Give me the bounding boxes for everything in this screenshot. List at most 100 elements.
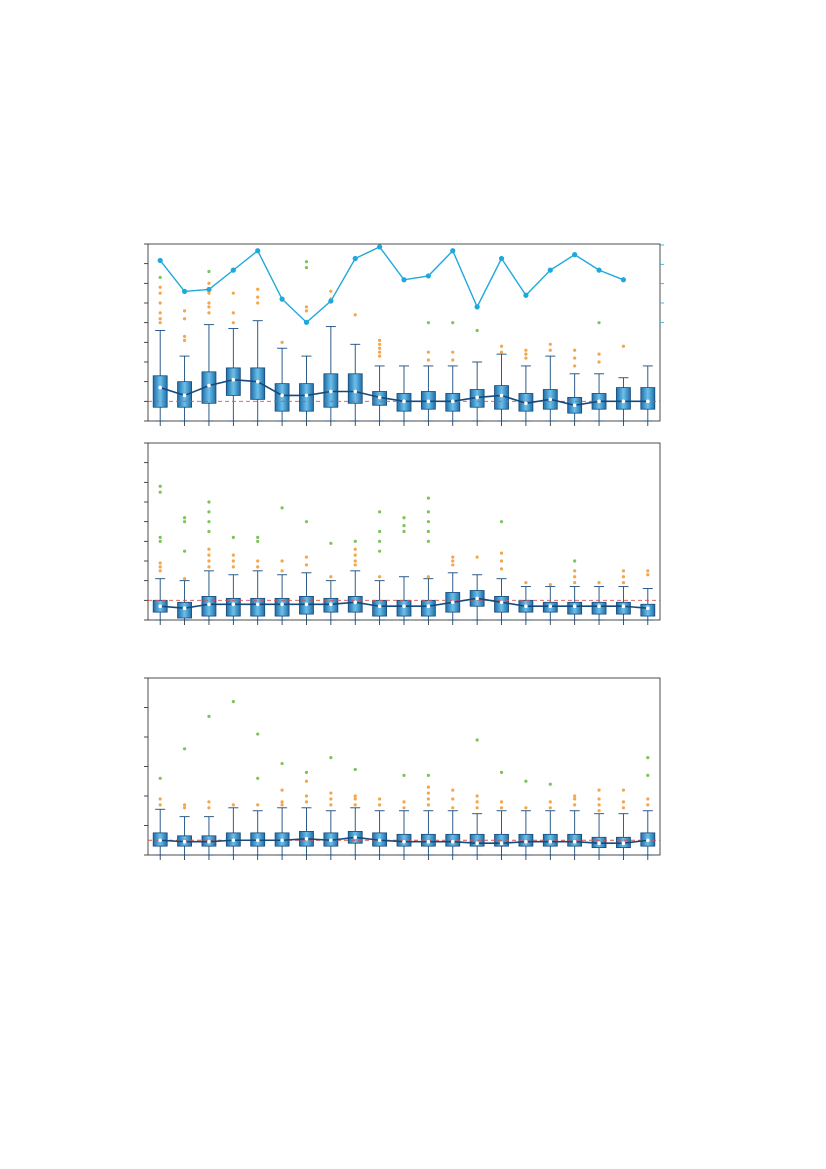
series-point <box>352 255 358 262</box>
extreme <box>402 524 406 528</box>
outlier <box>182 334 187 339</box>
mean <box>572 604 577 609</box>
series-point <box>523 292 529 298</box>
outlier <box>548 583 552 587</box>
box <box>201 596 217 617</box>
outlier <box>231 321 235 325</box>
outlier <box>499 800 504 804</box>
mean <box>572 839 577 844</box>
outlier <box>597 360 601 364</box>
outlier <box>158 803 162 807</box>
outlier <box>207 291 211 295</box>
extreme <box>597 321 601 325</box>
box <box>299 383 314 412</box>
outlier <box>475 800 479 804</box>
mean <box>524 604 528 609</box>
outlier <box>353 553 357 557</box>
outlier <box>621 788 626 792</box>
outlier <box>207 559 211 563</box>
outlier <box>304 555 309 559</box>
outlier <box>475 806 479 810</box>
mean <box>621 604 626 609</box>
outlier <box>280 559 284 563</box>
outlier <box>573 581 577 585</box>
outlier <box>207 281 211 285</box>
series-point <box>328 298 334 304</box>
mean <box>329 838 333 843</box>
extreme <box>378 539 382 543</box>
box <box>494 596 509 613</box>
outlier <box>231 559 235 563</box>
box <box>225 597 241 617</box>
outlier <box>329 797 333 801</box>
series-point <box>620 277 627 283</box>
outlier <box>182 577 187 581</box>
mean <box>280 602 284 607</box>
extreme <box>158 490 162 494</box>
extreme <box>426 321 430 325</box>
series-point <box>206 286 212 293</box>
outlier <box>207 305 211 309</box>
mean <box>158 838 162 843</box>
outlier <box>597 581 601 585</box>
outlier <box>182 338 187 342</box>
extreme <box>207 269 211 274</box>
outlier <box>231 291 235 295</box>
series-point <box>377 244 383 250</box>
extreme <box>573 559 577 563</box>
extreme <box>280 761 284 766</box>
outlier <box>548 342 552 346</box>
outlier <box>158 317 162 321</box>
extreme <box>378 529 382 534</box>
outlier <box>597 803 601 807</box>
series-point <box>279 296 285 302</box>
mean <box>304 602 309 607</box>
extreme <box>207 510 211 514</box>
outlier <box>378 803 382 807</box>
extreme <box>426 539 430 543</box>
outlier <box>207 547 211 551</box>
extreme <box>524 779 528 783</box>
outlier <box>426 791 430 795</box>
outlier <box>573 794 577 798</box>
outlier <box>158 797 162 801</box>
outlier <box>451 806 455 810</box>
extreme <box>378 510 382 514</box>
mean <box>450 600 455 605</box>
extreme <box>256 535 260 540</box>
outlier <box>256 565 260 569</box>
outlier <box>378 346 382 350</box>
outlier <box>426 785 430 789</box>
outlier <box>573 364 577 368</box>
extreme <box>475 738 479 742</box>
mean <box>182 393 187 398</box>
outlier <box>451 358 455 362</box>
extreme <box>231 700 235 704</box>
extreme <box>182 549 187 553</box>
mean <box>158 385 162 390</box>
outlier <box>280 788 284 792</box>
outlier <box>329 791 333 795</box>
outlier <box>182 317 187 321</box>
outlier <box>158 569 162 573</box>
mean <box>304 836 309 841</box>
outlier <box>231 803 235 807</box>
mean <box>524 401 528 406</box>
series-point <box>157 257 163 264</box>
outlier <box>426 358 430 362</box>
outlier <box>353 547 357 551</box>
series-point <box>450 248 456 254</box>
outlier <box>353 803 357 807</box>
outlier <box>231 565 235 569</box>
extreme <box>158 275 162 280</box>
outlier <box>548 806 552 810</box>
outlier <box>378 338 382 342</box>
mean <box>182 606 187 610</box>
outlier <box>304 309 309 313</box>
outlier <box>353 559 357 563</box>
outlier <box>207 553 211 557</box>
outlier <box>524 352 528 356</box>
outlier <box>256 559 260 563</box>
extreme <box>426 510 430 514</box>
